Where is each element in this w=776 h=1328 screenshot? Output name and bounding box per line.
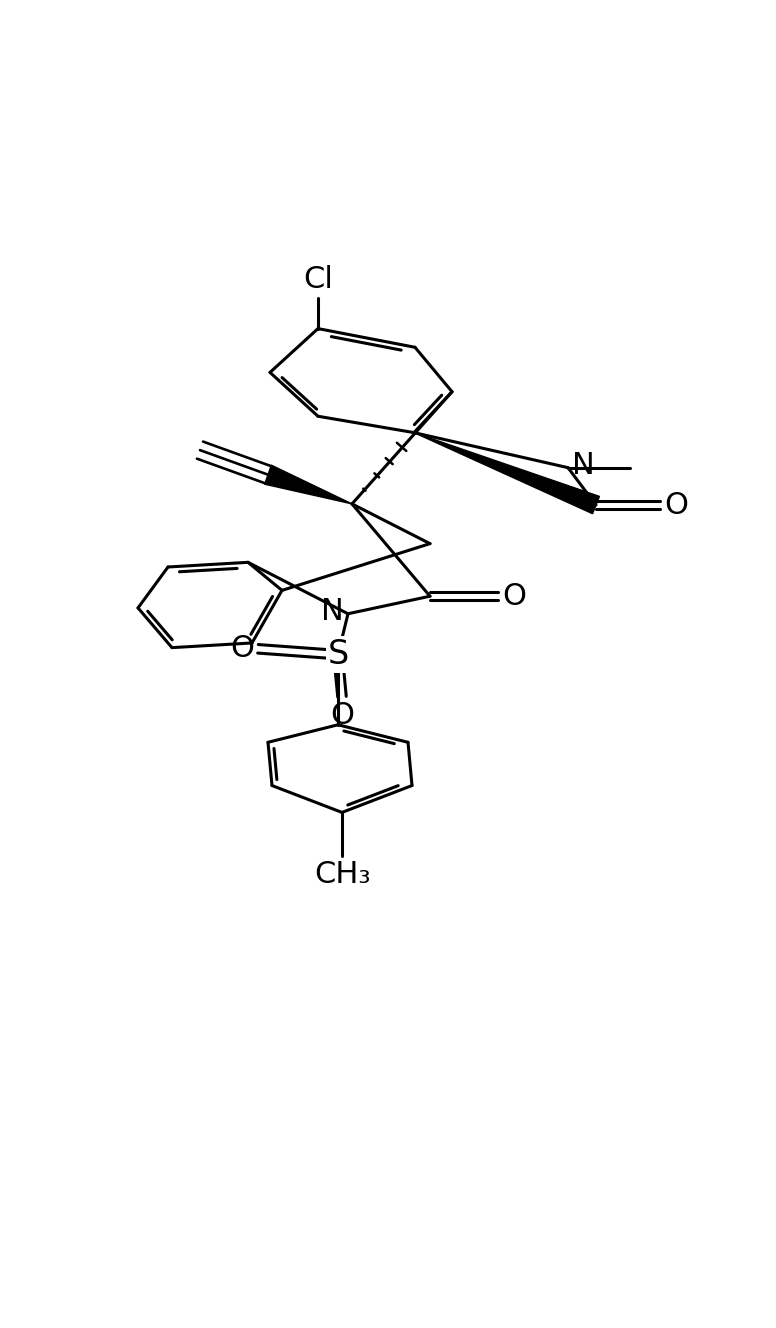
- Text: O: O: [230, 635, 254, 663]
- Polygon shape: [414, 433, 599, 514]
- Text: O: O: [502, 582, 526, 611]
- Polygon shape: [265, 465, 352, 503]
- Text: CH₃: CH₃: [314, 859, 370, 888]
- Text: O: O: [330, 701, 354, 729]
- Text: N: N: [572, 450, 594, 479]
- Text: Cl: Cl: [303, 266, 333, 295]
- Text: O: O: [664, 490, 688, 519]
- Text: S: S: [327, 639, 348, 671]
- Text: N: N: [321, 596, 344, 625]
